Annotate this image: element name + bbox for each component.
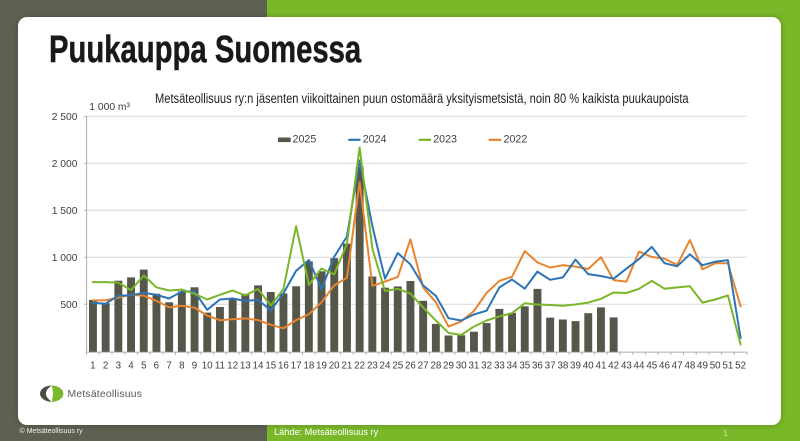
svg-text:48: 48 xyxy=(684,360,695,371)
svg-text:2025: 2025 xyxy=(293,133,317,145)
svg-text:52: 52 xyxy=(735,360,746,371)
svg-text:2: 2 xyxy=(103,360,108,371)
svg-text:13: 13 xyxy=(240,360,251,371)
svg-text:1 000: 1 000 xyxy=(52,253,78,264)
svg-text:42: 42 xyxy=(608,360,619,371)
svg-text:11: 11 xyxy=(215,360,225,371)
svg-text:21: 21 xyxy=(341,360,352,371)
svg-text:23: 23 xyxy=(367,360,378,371)
svg-text:16: 16 xyxy=(278,360,289,371)
svg-text:50: 50 xyxy=(710,360,721,371)
svg-text:500: 500 xyxy=(60,300,77,311)
svg-text:17: 17 xyxy=(291,360,302,371)
svg-text:46: 46 xyxy=(659,360,670,371)
svg-text:12: 12 xyxy=(227,360,238,371)
svg-text:36: 36 xyxy=(532,360,543,371)
svg-text:40: 40 xyxy=(583,360,594,371)
svg-text:29: 29 xyxy=(443,360,454,371)
svg-text:34: 34 xyxy=(507,360,518,371)
svg-text:1 500: 1 500 xyxy=(52,206,78,217)
svg-text:25: 25 xyxy=(392,360,403,371)
svg-text:2 000: 2 000 xyxy=(52,159,78,170)
svg-text:6: 6 xyxy=(154,360,160,371)
svg-text:30: 30 xyxy=(456,360,467,371)
svg-text:41: 41 xyxy=(596,360,607,371)
svg-text:5: 5 xyxy=(141,360,147,371)
svg-text:28: 28 xyxy=(430,360,441,371)
svg-text:2022: 2022 xyxy=(504,133,528,145)
svg-text:7: 7 xyxy=(166,360,171,371)
svg-text:44: 44 xyxy=(634,360,645,371)
svg-text:8: 8 xyxy=(179,360,185,371)
svg-text:26: 26 xyxy=(405,360,416,371)
svg-text:20: 20 xyxy=(329,360,340,371)
svg-text:47: 47 xyxy=(672,360,683,371)
svg-text:35: 35 xyxy=(519,360,530,371)
svg-text:15: 15 xyxy=(265,360,276,371)
svg-text:22: 22 xyxy=(354,360,365,371)
svg-text:27: 27 xyxy=(418,360,429,371)
svg-text:31: 31 xyxy=(468,360,479,371)
svg-text:43: 43 xyxy=(621,360,632,371)
svg-text:2024: 2024 xyxy=(363,133,387,145)
svg-text:10: 10 xyxy=(202,360,213,371)
svg-text:1: 1 xyxy=(90,360,95,371)
svg-text:2023: 2023 xyxy=(433,133,457,145)
svg-text:37: 37 xyxy=(545,360,556,371)
svg-text:3: 3 xyxy=(116,360,122,371)
svg-text:19: 19 xyxy=(316,360,327,371)
svg-text:24: 24 xyxy=(380,360,391,371)
svg-text:4: 4 xyxy=(128,360,134,371)
svg-text:14: 14 xyxy=(253,360,264,371)
svg-text:32: 32 xyxy=(481,360,492,371)
svg-text:51: 51 xyxy=(722,360,733,371)
svg-text:49: 49 xyxy=(697,360,708,371)
svg-text:38: 38 xyxy=(557,360,568,371)
svg-text:9: 9 xyxy=(192,360,197,371)
svg-text:45: 45 xyxy=(646,360,657,371)
svg-text:18: 18 xyxy=(303,360,314,371)
svg-text:33: 33 xyxy=(494,360,505,371)
svg-text:39: 39 xyxy=(570,360,581,371)
svg-text:2 500: 2 500 xyxy=(52,112,78,123)
